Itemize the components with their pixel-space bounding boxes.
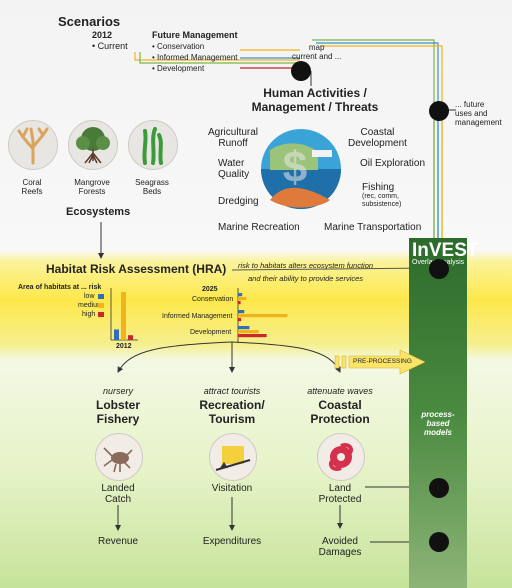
scenario-informed: • Informed Management (152, 53, 238, 62)
activity-oil: Oil Exploration (360, 158, 426, 169)
bar-2025-development-high (238, 334, 267, 338)
service-1-value: Revenue (97, 536, 139, 547)
activity-water-quality: Water Quality (218, 158, 250, 180)
activity-fishing-sub: (rec, comm, subsistence) (362, 193, 402, 208)
invest-panel (409, 238, 467, 588)
activity-marine-transport: Marine Transportation (324, 222, 422, 233)
legend-high: high (82, 311, 96, 318)
service-3-title: Coastal Protection (310, 398, 370, 426)
activity-dredging: Dredging (218, 196, 259, 207)
scenario-current: • Current (92, 41, 128, 51)
process-label: process- based models (421, 410, 455, 437)
service-1-metric: Landed Catch (101, 483, 135, 505)
hra-arrow-text-2: and their ability to provide services (248, 274, 364, 283)
bar-2025-conservation-medium (238, 297, 247, 301)
chart-2025-label: 2025 (202, 286, 218, 293)
service-3-verb: attenuate waves (307, 386, 373, 396)
invest-title: InVEST (412, 240, 479, 261)
bar-2025-conservation-high (238, 301, 241, 305)
storm-icon (328, 443, 354, 471)
legend-medium: medium (78, 302, 103, 309)
lobster-icon (103, 447, 133, 473)
future-management-title: Future Management (152, 30, 238, 40)
svg-text:$: $ (283, 143, 307, 192)
scenario-label-development: Development (190, 329, 232, 336)
bar-2025-informed-management-high (238, 318, 242, 322)
scenarios-title: Scenarios (58, 14, 121, 29)
service-1-circle (95, 433, 143, 481)
service-3-value: Avoided Damages (318, 536, 362, 558)
service-2-metric: Visitation (211, 483, 253, 494)
service-3-circle (317, 433, 365, 481)
scenario-label-conservation: Conservation (192, 296, 234, 303)
bar-2012-medium (121, 292, 126, 340)
chart-2012-label: 2012 (116, 343, 132, 350)
service-2-value: Expenditures (202, 536, 262, 547)
bar-2025-informed-management-medium (238, 314, 288, 318)
service-2-title: Recreation/ Tourism (199, 398, 265, 426)
human-activities-title: Human Activities / Management / Threats (251, 86, 379, 114)
legend-low-swatch (98, 294, 104, 299)
bar-2025-conservation-low (238, 293, 243, 297)
service-2-verb: attract tourists (203, 386, 261, 396)
bar-2025-development-medium (238, 330, 259, 334)
service-1-verb: nursery (102, 386, 133, 396)
ecosystem-seagrass-label: Seagrass Beds (135, 178, 169, 196)
mangrove-circle (68, 120, 118, 170)
mangrove-icon (76, 127, 110, 164)
ecosystem-coral-label: Coral Reefs (21, 178, 43, 196)
bar-2025-informed-management-low (238, 310, 245, 314)
map-label: map current and ... (292, 43, 342, 61)
activity-marine-rec: Marine Recreation (218, 222, 300, 233)
seagrass-circle (128, 120, 178, 170)
hra-title: Habitat Risk Assessment (HRA) (46, 262, 227, 276)
bar-2012-low (114, 329, 119, 340)
ecosystems-title: Ecosystems (66, 206, 131, 218)
activity-ag-runoff: Agricultural Runoff (208, 127, 259, 149)
scenario-label-informed: Informed Management (162, 313, 233, 320)
future-uses-label: ... future uses and management (455, 100, 502, 127)
scenario-conservation: • Conservation (152, 42, 205, 51)
bar-2025-development-low (238, 326, 250, 330)
land-protected-node (429, 478, 449, 498)
seagrass-icon (142, 127, 163, 165)
preprocessing-label: PRE-PROCESSING (353, 358, 412, 365)
coral-icon (17, 127, 49, 165)
legend-medium-swatch (98, 303, 104, 308)
service-1-title: Lobster Fishery (95, 398, 140, 426)
hra-arrow-text-1: risk to habitats alters ecosystem functi… (238, 261, 374, 270)
map-node (291, 61, 311, 81)
scenario-development: • Development (152, 64, 205, 73)
scenarios-year: 2012 (92, 30, 113, 40)
avoided-damages-node (429, 532, 449, 552)
activity-fishing: Fishing (362, 182, 395, 193)
ecosystem-mangrove-label: Mangrove Forests (74, 178, 110, 196)
future-node (429, 101, 449, 121)
service-2-circle (209, 433, 257, 481)
legend-high-swatch (98, 312, 104, 317)
hra-node (429, 259, 449, 279)
service-3-metric: Land Protected (318, 483, 362, 505)
bar-2012-high (128, 335, 133, 340)
coral-reef-circle (8, 120, 58, 170)
legend-low: low (84, 293, 95, 300)
area-label: Area of habitats at ... risk (18, 284, 102, 291)
activity-coastal-dev: Coastal Development (348, 127, 407, 149)
island-icon (215, 446, 251, 471)
